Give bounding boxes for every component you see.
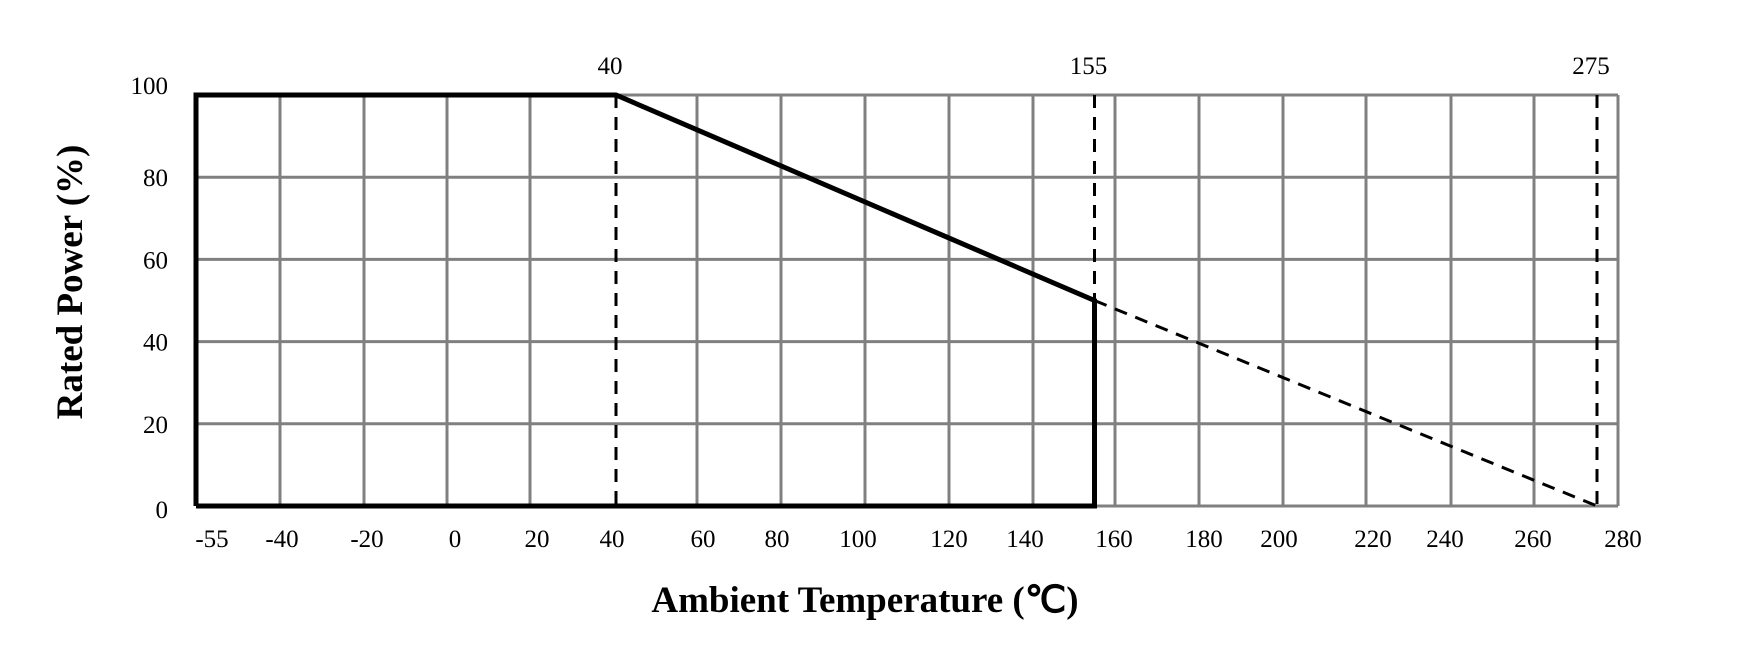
y-tick-label: 100 (131, 73, 169, 100)
y-tick-label: 60 (143, 247, 168, 274)
x-tick-label: 40 (600, 526, 625, 553)
x-tick-label: 120 (930, 526, 968, 553)
x-tick-labels: -55 -40 -20 0 20 40 60 80 100 120 140 160 180 200 220 2… (195, 526, 1641, 553)
y-tick-label: 20 (143, 412, 168, 439)
reference-lines (614, 95, 1599, 506)
x-tick-label: -40 (265, 526, 298, 553)
x-tick-label: 80 (765, 526, 790, 553)
derating-curve-extrapolation (1093, 299, 1598, 508)
x-tick-label: 140 (1006, 526, 1044, 553)
x-tick-label: 160 (1095, 526, 1133, 553)
x-tick-label: 0 (449, 526, 462, 553)
y-tick-label: 40 (143, 330, 168, 357)
x-tick-label: 260 (1514, 526, 1552, 553)
x-tick-label: 280 (1604, 526, 1642, 553)
x-tick-label: 200 (1260, 526, 1298, 553)
x-axis-title: Ambient Temperature (℃) (651, 580, 1078, 621)
top-annotation-label: 275 (1572, 53, 1610, 80)
x-tick-label: 240 (1426, 526, 1464, 553)
top-annotation-label: 155 (1070, 53, 1108, 80)
x-tick-label: -20 (350, 526, 383, 553)
x-tick-label: 60 (691, 526, 716, 553)
x-tick-label: 180 (1185, 526, 1223, 553)
x-tick-label: 220 (1354, 526, 1392, 553)
data-series (193, 92, 1598, 509)
top-annotations: 40 155 275 (598, 53, 1610, 80)
grid-lines (194, 93, 1620, 508)
derating-curve-solid (193, 92, 1097, 509)
y-tick-labels: 0 20 40 60 80 100 (131, 73, 169, 524)
y-tick-label: 0 (156, 497, 169, 524)
x-tick-label: -55 (195, 526, 228, 553)
x-tick-label: 20 (525, 526, 550, 553)
top-annotation-label: 40 (598, 53, 623, 80)
y-tick-label: 80 (143, 165, 168, 192)
y-axis-title: Rated Power (%) (50, 145, 91, 420)
x-tick-label: 100 (839, 526, 877, 553)
